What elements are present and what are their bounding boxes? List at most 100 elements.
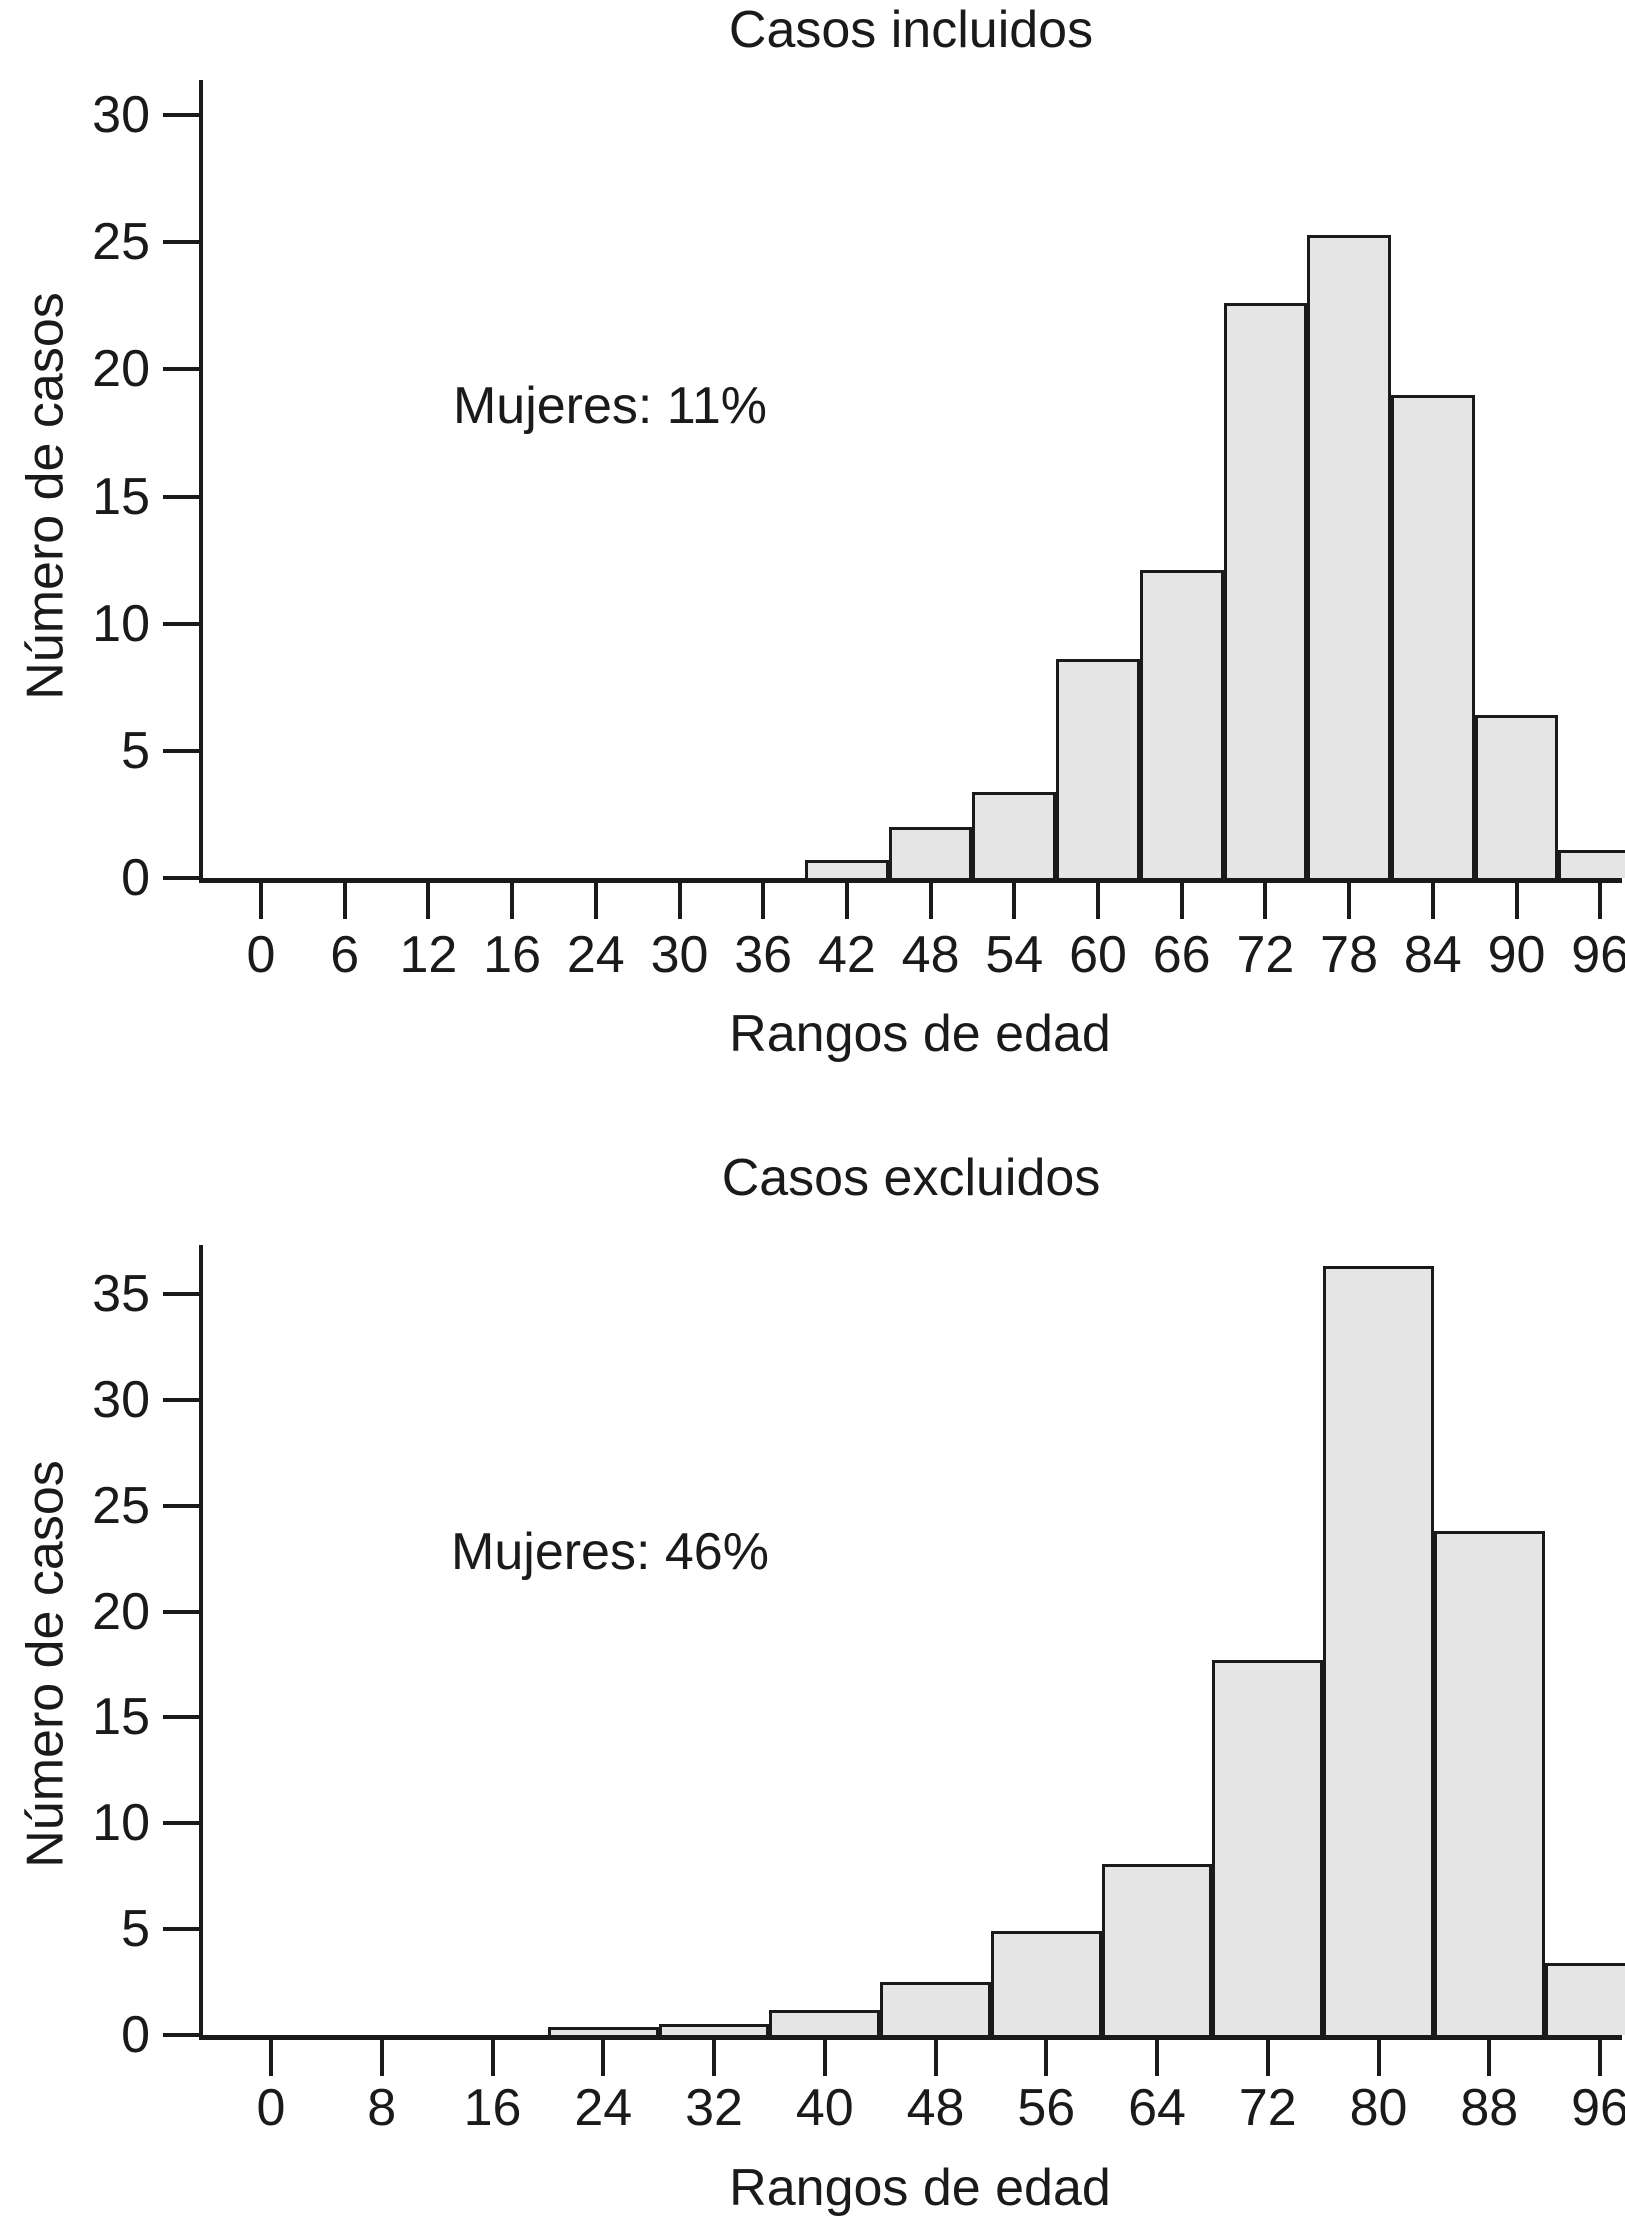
y-tick-label: 10: [92, 1794, 150, 1853]
x-tick-mark: [844, 883, 849, 919]
x-tick-mark: [1044, 2040, 1049, 2076]
x-tick-label: 42: [817, 926, 876, 984]
x-tick-label: 78: [1320, 926, 1379, 984]
x-tick-label: 8: [367, 2079, 397, 2137]
y-tick-mark: [163, 876, 199, 880]
histogram-bar: [805, 860, 889, 878]
histogram-bar: [769, 2010, 881, 2035]
histogram-bar: [1390, 395, 1475, 878]
x-tick-mark: [1514, 883, 1519, 919]
y-tick-mark: [163, 1503, 199, 1508]
x-tick-mark: [593, 883, 598, 919]
x-tick-mark: [379, 2040, 384, 2076]
x-tick-mark: [269, 2040, 273, 2076]
x-tick-mark: [1347, 883, 1352, 919]
x-tick-label: 32: [685, 2079, 743, 2137]
x-tick-mark: [1376, 2040, 1381, 2076]
chart2-x-axis-label: Rangos de edad: [729, 2159, 1111, 2217]
x-tick-label: 60: [1069, 926, 1127, 984]
x-tick-label: 24: [566, 926, 625, 984]
x-tick-mark: [1155, 2040, 1159, 2076]
y-tick-mark: [163, 1715, 199, 1720]
y-tick-label: 30: [92, 1370, 150, 1429]
y-tick-label: 15: [92, 467, 150, 526]
x-tick-mark: [342, 883, 347, 919]
x-tick-label: 24: [574, 2079, 633, 2137]
x-tick-label: 0: [256, 2079, 286, 2137]
x-tick-label: 72: [1238, 2079, 1297, 2137]
x-tick-label: 66: [1152, 926, 1211, 984]
y-tick-label: 10: [92, 594, 150, 653]
y-tick-mark: [163, 240, 199, 245]
histogram-bar: [658, 2024, 770, 2035]
x-tick-label: 96: [1571, 2079, 1625, 2137]
x-tick-mark: [490, 2040, 495, 2076]
histogram-bar: [1433, 1531, 1545, 2035]
x-axis-line: [199, 2035, 1622, 2040]
histogram-bar: [1544, 1963, 1625, 2035]
x-tick-label: 84: [1403, 926, 1462, 984]
y-tick-mark: [163, 113, 199, 117]
x-tick-mark: [1487, 2040, 1492, 2076]
x-tick-label: 80: [1349, 2079, 1408, 2137]
y-tick-label: 0: [121, 849, 150, 907]
x-tick-mark: [677, 883, 682, 919]
x-tick-mark: [259, 883, 263, 919]
y-tick-mark: [163, 367, 199, 372]
x-tick-label: 56: [1017, 2079, 1076, 2137]
y-tick-mark: [163, 1821, 199, 1826]
y-axis-line: [199, 1245, 203, 2040]
x-tick-mark: [1430, 883, 1435, 919]
y-tick-label: 5: [121, 1900, 150, 1959]
histogram-bar: [1212, 1660, 1324, 2035]
histogram-bar: [1307, 235, 1391, 878]
x-axis-line: [199, 878, 1622, 883]
x-tick-mark: [761, 883, 766, 919]
x-tick-label: 6: [330, 926, 360, 984]
x-tick-label: 88: [1460, 2079, 1519, 2137]
y-axis-line: [199, 80, 203, 883]
histogram-bar: [1139, 570, 1224, 878]
y-tick-mark: [163, 1927, 199, 1932]
x-tick-label: 12: [399, 926, 458, 984]
y-tick-label: 0: [121, 2006, 150, 2064]
x-tick-label: 90: [1487, 926, 1546, 984]
x-tick-mark: [510, 883, 515, 919]
histogram-bar: [1101, 1864, 1213, 2035]
x-tick-mark: [933, 2040, 938, 2076]
x-tick-mark: [1598, 2040, 1602, 2076]
y-tick-label: 35: [92, 1265, 150, 1323]
x-tick-label: 48: [901, 926, 960, 984]
x-tick-label: 0: [246, 926, 276, 984]
x-tick-label: 16: [463, 2079, 522, 2137]
x-tick-label: 64: [1128, 2079, 1186, 2137]
x-tick-label: 48: [906, 2079, 965, 2137]
x-tick-mark: [1598, 883, 1603, 919]
y-tick-mark: [163, 2033, 199, 2037]
x-tick-label: 96: [1571, 926, 1625, 984]
y-tick-label: 30: [92, 86, 150, 144]
x-tick-mark: [426, 883, 431, 919]
chart1-title: Casos incluidos: [728, 1, 1094, 59]
y-tick-label: 25: [92, 1476, 150, 1535]
x-tick-label: 40: [795, 2079, 854, 2137]
histogram-bar: [972, 792, 1057, 878]
chart1-annotation-mujeres: Mujeres: 11%: [452, 377, 768, 435]
histogram-bar: [990, 1931, 1102, 2035]
chart2-annotation-mujeres: Mujeres: 46%: [451, 1523, 769, 1581]
y-tick-label: 15: [92, 1688, 150, 1747]
y-tick-label: 25: [92, 213, 150, 272]
x-tick-mark: [601, 2040, 606, 2076]
histogram-bar: [888, 827, 973, 878]
histogram-bar: [880, 1982, 991, 2035]
histogram-bar: [547, 2027, 659, 2035]
histogram-bar: [1474, 715, 1559, 878]
histogram-bar: [1323, 1266, 1434, 2035]
x-tick-mark: [1012, 883, 1017, 919]
histogram-bar: [1056, 659, 1140, 878]
y-tick-mark: [163, 1609, 199, 1614]
x-tick-mark: [1179, 883, 1184, 919]
x-tick-mark: [712, 2040, 716, 2076]
y-tick-mark: [163, 748, 199, 753]
